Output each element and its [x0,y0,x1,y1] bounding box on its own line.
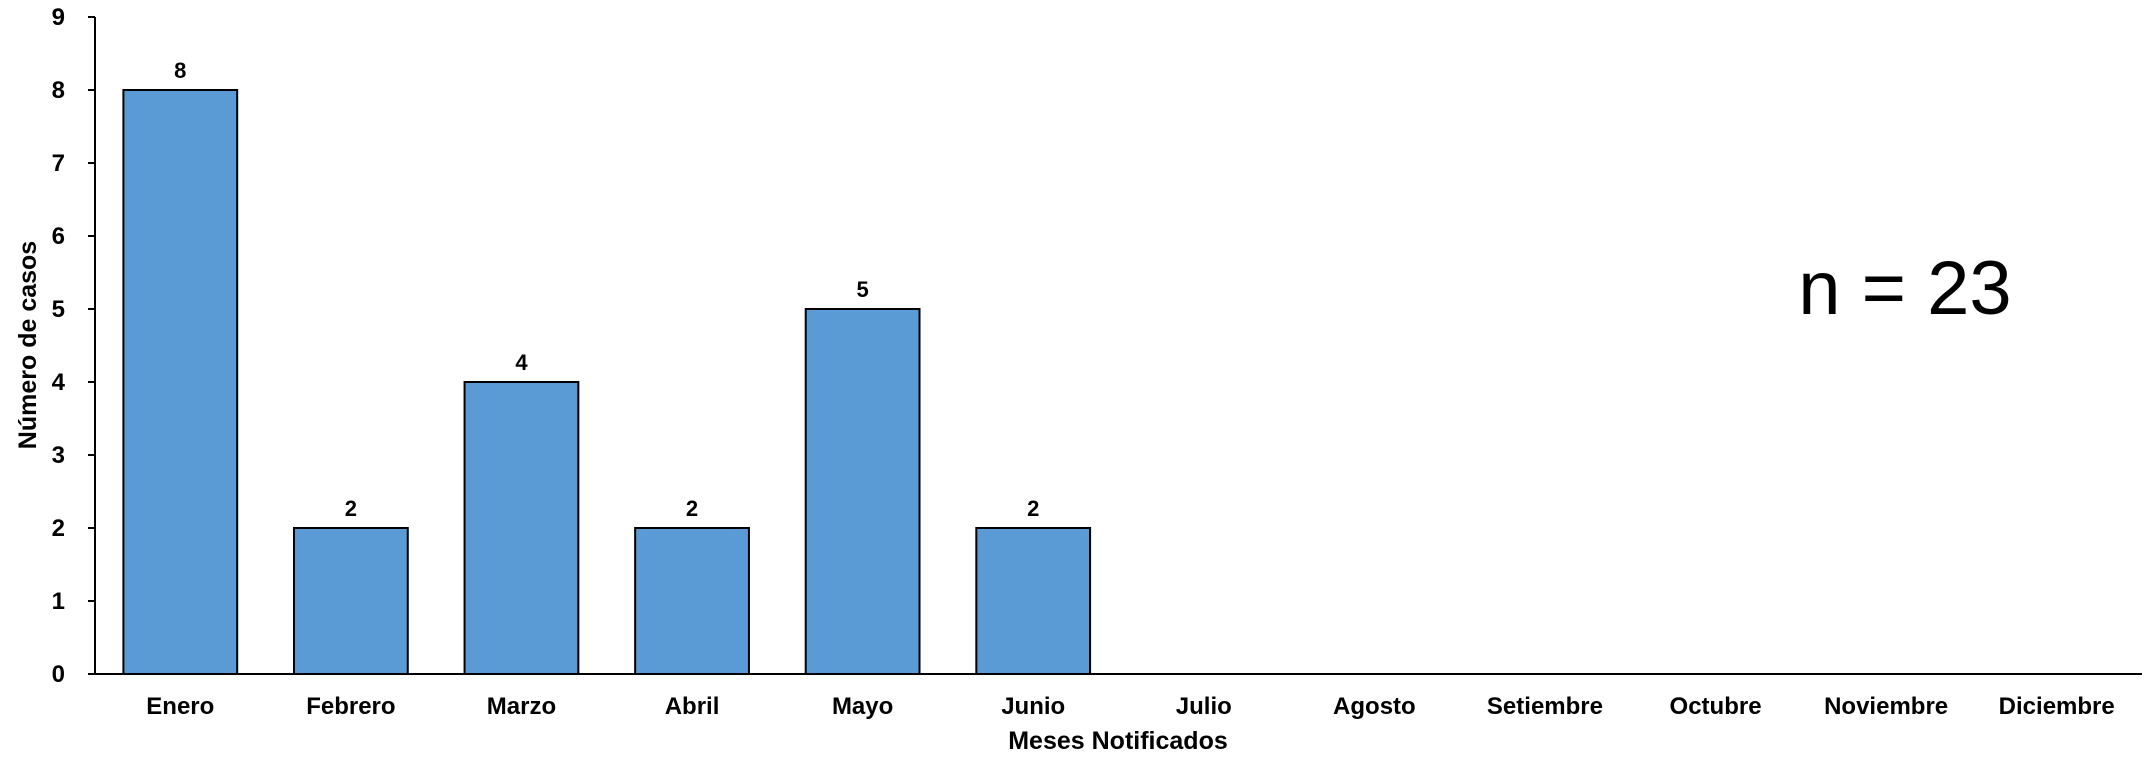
x-tick-label-junio: Junio [1001,693,1065,720]
data-label-mayo: 5 [857,277,869,302]
data-labels: 8 2 4 2 5 2 [174,58,1039,521]
x-tick-label-diciembre: Diciembre [1999,693,2115,720]
y-tick-label: 7 [52,150,65,177]
y-tick-label: 6 [52,223,65,250]
bar-enero [122,89,239,675]
bar-febrero [292,527,409,675]
y-tick-label: 3 [52,442,65,469]
x-tick-label-noviembre: Noviembre [1824,693,1948,720]
x-tick-label-mayo: Mayo [832,693,893,720]
x-tick-label-octubre: Octubre [1670,693,1762,720]
y-axis-ticks: 0 1 2 3 4 5 6 7 8 9 [52,4,95,688]
x-tick-label-julio: Julio [1176,693,1232,720]
y-tick-label: 2 [52,515,65,542]
data-label-marzo: 4 [515,350,528,375]
x-tick-label-abril: Abril [665,693,720,720]
y-tick-label: 1 [52,588,65,615]
y-tick-label: 0 [52,661,65,688]
y-axis-title: Número de casos [14,241,42,449]
data-label-enero: 8 [174,58,186,83]
y-tick-label: 4 [52,369,66,396]
x-axis-title: Meses Notificados [1008,727,1228,754]
y-tick-label: 8 [52,77,65,104]
bar-marzo [463,381,580,675]
x-tick-label-marzo: Marzo [487,693,556,720]
bars [122,89,1092,675]
x-tick-label-enero: Enero [146,693,214,720]
total-cases-annotation: n = 23 [1798,246,2011,331]
data-label-febrero: 2 [345,496,357,521]
y-tick-label: 9 [52,4,65,31]
x-tick-label-setiembre: Setiembre [1487,693,1603,720]
data-label-junio: 2 [1027,496,1039,521]
bar-abril [634,527,750,675]
bar-mayo [804,308,921,675]
x-axis-labels: Enero Febrero Marzo Abril Mayo Junio Julio Agos… [146,693,2114,720]
y-tick-label: 5 [52,296,65,323]
bar-junio [975,527,1092,675]
x-tick-label-agosto: Agosto [1333,693,1416,720]
x-tick-label-febrero: Febrero [306,693,395,720]
data-label-abril: 2 [686,496,698,521]
